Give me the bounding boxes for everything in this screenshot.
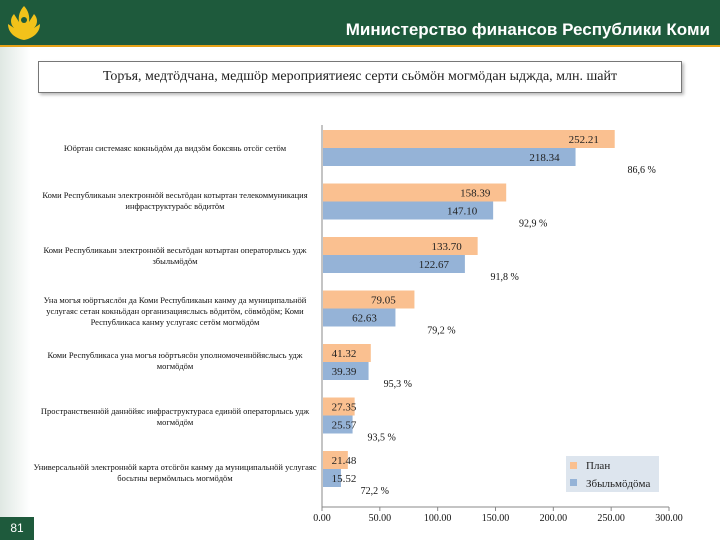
fact-value-label: 218.34 — [529, 152, 560, 164]
x-tick-label: 250.00 — [597, 513, 625, 524]
plan-bar — [323, 183, 507, 202]
legend-box — [566, 456, 659, 492]
fact-bar — [323, 469, 341, 487]
plan-bar — [323, 344, 371, 362]
legend-plan-swatch — [570, 462, 577, 469]
plan-bar — [323, 451, 348, 469]
plan-value-label: 79.05 — [371, 295, 396, 307]
plan-bar — [323, 237, 478, 255]
komi-emblem-icon — [0, 0, 48, 45]
category-label: Коми Республикаса уна могъя юӧртъясӧн уп… — [47, 350, 303, 371]
percent-label: 79,2 % — [427, 326, 455, 337]
percent-label: 72,2 % — [361, 486, 389, 497]
x-tick-label: 100.00 — [424, 513, 452, 524]
header-accent-rule — [0, 45, 720, 47]
ministry-title: Министерство финансов Республики Коми — [345, 20, 710, 39]
x-tick-label: 50.00 — [369, 513, 392, 524]
left-decor-stripe — [0, 47, 30, 517]
fact-value-label: 25.57 — [332, 420, 357, 432]
legend-fact-label: Збыльмӧдӧма — [586, 478, 650, 490]
category-label: Юӧртан системаяс кокньӧдӧм да видзӧм бок… — [63, 142, 287, 153]
percent-label: 92,9 % — [519, 219, 547, 230]
fact-value-label: 62.63 — [352, 313, 377, 325]
category-label: Коми Республикаын электроннӧй весьтӧдан … — [42, 190, 308, 211]
x-tick-label: 200.00 — [540, 513, 568, 524]
plan-value-label: 133.70 — [432, 241, 463, 253]
fact-value-label: 15.52 — [332, 473, 357, 485]
header-bar: Министерство финансов Республики Коми — [0, 0, 720, 45]
fact-value-label: 122.67 — [419, 259, 450, 271]
x-tick-label: 150.00 — [482, 513, 510, 524]
fact-value-label: 39.39 — [332, 366, 357, 378]
category-label: Коми Республикаын электроннӧй весьтӧдан … — [43, 245, 307, 266]
fact-bar — [323, 308, 396, 327]
plan-bar — [323, 130, 615, 148]
fact-bar — [323, 148, 576, 166]
category-label: Пространственнӧй даннӧйяс инфраструктура… — [40, 406, 310, 427]
page-number: 81 — [0, 517, 34, 540]
legend-fact-swatch — [570, 479, 577, 486]
plan-bar — [323, 397, 355, 416]
chart-title: Торъя, медтӧдчана, медшӧр мероприятиеяс … — [38, 61, 682, 93]
percent-label: 86,6 % — [628, 165, 656, 176]
plan-value-label: 41.32 — [332, 348, 357, 360]
fact-bar — [323, 255, 465, 273]
x-tick-label: 0.00 — [313, 513, 331, 524]
percent-label: 95,3 % — [384, 379, 412, 390]
plan-value-label: 252.21 — [569, 134, 599, 146]
percent-label: 93,5 % — [367, 433, 395, 444]
category-label: Универсальнӧй электроннӧй карта отсӧгӧн … — [33, 462, 317, 483]
plan-value-label: 158.39 — [460, 188, 491, 200]
legend-plan-label: План — [586, 460, 610, 472]
fact-bar — [323, 362, 369, 380]
plan-value-label: 27.35 — [332, 402, 357, 414]
fact-value-label: 147.10 — [447, 206, 478, 218]
percent-label: 91,8 % — [490, 272, 518, 283]
plan-value-label: 21.48 — [332, 455, 357, 467]
fact-bar — [323, 415, 353, 434]
x-tick-label: 300.00 — [655, 513, 683, 524]
plan-bar — [323, 290, 415, 309]
category-label: Уна могъя юӧртъяслӧн да Коми Республикаы… — [43, 294, 307, 327]
fact-bar — [323, 201, 494, 220]
